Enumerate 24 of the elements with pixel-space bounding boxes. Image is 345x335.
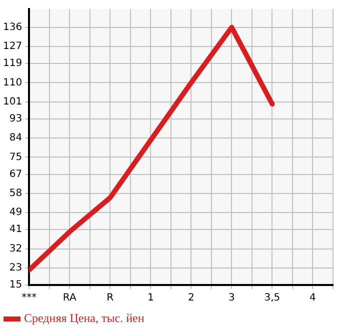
y-tick-label: 119	[2, 58, 22, 70]
y-tick-label: 58	[9, 188, 22, 200]
legend-label: Средняя Цена, тыс. йен	[24, 311, 145, 326]
x-tick-label: 2	[188, 292, 194, 304]
y-tick-label: 15	[9, 280, 22, 291]
x-tick-label: R	[106, 292, 114, 304]
x-tick-label: 4	[310, 292, 316, 304]
x-tick-label: ***	[22, 292, 37, 304]
y-tick-label: 67	[9, 168, 22, 180]
y-tick-label: 93	[9, 113, 22, 124]
y-tick-label: 127	[2, 41, 22, 52]
y-tick-label: 23	[9, 262, 22, 274]
y-tick-label: 136	[2, 22, 22, 33]
y-tick-label: 75	[9, 152, 22, 163]
x-tick-label: 1	[147, 292, 154, 304]
y-tick-label: 49	[9, 207, 22, 218]
y-tick-label: 84	[9, 132, 22, 144]
y-tick-label: 41	[9, 224, 22, 236]
y-tick-label: 110	[2, 77, 22, 88]
y-tick-label: 101	[2, 96, 22, 108]
y-tick-label: 32	[9, 243, 22, 254]
x-tick-label: 3,5	[264, 292, 280, 304]
x-tick-label: RA	[62, 292, 76, 304]
x-tick-label: 3	[228, 292, 235, 304]
